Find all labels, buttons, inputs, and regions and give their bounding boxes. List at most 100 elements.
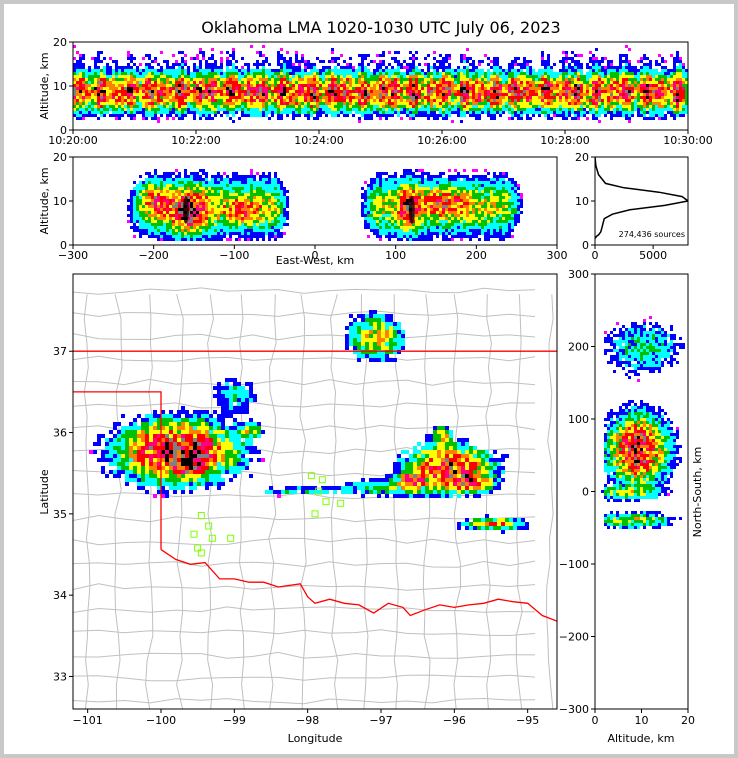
time-density-cell: [670, 69, 673, 72]
time-density-cell: [211, 96, 214, 99]
time-density-cell: [397, 102, 400, 105]
ew-density-cell: [193, 202, 196, 205]
time-density-cell: [217, 78, 220, 81]
time-density-cell: [574, 93, 577, 96]
time-density-cell: [409, 105, 412, 108]
ew-density-cell: [145, 232, 148, 235]
time-density-cell: [364, 93, 367, 96]
time-density-cell: [322, 90, 325, 93]
ew-density-cell: [268, 217, 271, 220]
time-density-cell: [592, 57, 595, 60]
time-density-cell: [118, 87, 121, 90]
time-density-cell: [310, 75, 313, 78]
time-density-cell: [577, 81, 580, 84]
time-density-cell: [424, 111, 427, 114]
time-density-cell: [343, 99, 346, 102]
time-density-cell: [175, 93, 178, 96]
time-density-cell: [511, 93, 514, 96]
ew-density-cell: [253, 193, 256, 196]
time-density-cell: [415, 51, 418, 54]
ew-density-cell: [160, 235, 163, 238]
time-density-cell: [559, 105, 562, 108]
ew-density-cell: [274, 211, 277, 214]
time-density-cell: [460, 81, 463, 84]
time-density-cell: [253, 87, 256, 90]
time-density-cell: [340, 93, 343, 96]
time-density-cell: [478, 81, 481, 84]
time-density-cell: [493, 78, 496, 81]
time-density-cell: [505, 93, 508, 96]
time-density-cell: [127, 90, 130, 93]
time-density-cell: [490, 81, 493, 84]
ew-density-cell: [256, 205, 259, 208]
time-density-cell: [88, 114, 91, 117]
time-density-cell: [94, 69, 97, 72]
time-density-cell: [580, 81, 583, 84]
time-density-cell: [364, 69, 367, 72]
time-density-cell: [118, 102, 121, 105]
time-density-cell: [355, 99, 358, 102]
time-density-cell: [613, 66, 616, 69]
time-density-cell: [94, 72, 97, 75]
time-density-cell: [574, 66, 577, 69]
time-density-cell: [541, 90, 544, 93]
time-density-cell: [388, 78, 391, 81]
time-density-cell: [169, 90, 172, 93]
time-density-cell: [289, 81, 292, 84]
time-density-cell: [529, 66, 532, 69]
time-density-cell: [136, 72, 139, 75]
ew-density-cell: [373, 178, 376, 181]
ew-density-cell: [139, 223, 142, 226]
time-density-cell: [178, 105, 181, 108]
time-density-cell: [118, 78, 121, 81]
ew-density-cell: [205, 205, 208, 208]
time-density-cell: [112, 108, 115, 111]
time-density-cell: [676, 57, 679, 60]
time-density-cell: [295, 57, 298, 60]
time-density-cell: [208, 69, 211, 72]
time-density-cell: [184, 54, 187, 57]
ew-density-cell: [232, 217, 235, 220]
time-density-cell: [364, 78, 367, 81]
time-density-cell: [646, 87, 649, 90]
ew-density-cell: [280, 181, 283, 184]
ew-density-cell: [241, 211, 244, 214]
ew-density-cell: [217, 187, 220, 190]
time-density-cell: [196, 72, 199, 75]
time-density-cell: [103, 78, 106, 81]
time-density-cell: [499, 105, 502, 108]
ew-density-cell: [184, 190, 187, 193]
time-density-cell: [397, 87, 400, 90]
ew-density-cell: [157, 178, 160, 181]
ew-density-cell: [199, 199, 202, 202]
time-density-cell: [280, 96, 283, 99]
time-density-cell: [388, 75, 391, 78]
time-density-cell: [235, 96, 238, 99]
time-density-cell: [175, 96, 178, 99]
ew-density-cell: [268, 181, 271, 184]
ew-density-cell: [154, 199, 157, 202]
ew-density-cell: [226, 181, 229, 184]
ew-density-cell: [139, 181, 142, 184]
time-density-cell: [106, 84, 109, 87]
time-density-cell: [364, 84, 367, 87]
ew-density-cell: [181, 190, 184, 193]
ew-density-cell: [190, 196, 193, 199]
time-density-cell: [487, 96, 490, 99]
time-density-cell: [610, 75, 613, 78]
time-density-cell: [148, 96, 151, 99]
ew-density-cell: [148, 190, 151, 193]
time-density-cell: [391, 108, 394, 111]
ew-density-cell: [157, 190, 160, 193]
time-density-cell: [448, 99, 451, 102]
ew-density-cell: [223, 196, 226, 199]
ew-density-cell: [166, 238, 169, 241]
time-density-cell: [457, 84, 460, 87]
time-density-cell: [481, 90, 484, 93]
time-density-cell: [517, 78, 520, 81]
ew-density-cell: [265, 184, 268, 187]
ew-density-cell: [148, 223, 151, 226]
time-density-cell: [442, 99, 445, 102]
ew-density-cell: [364, 205, 367, 208]
ew-density-cell: [253, 178, 256, 181]
